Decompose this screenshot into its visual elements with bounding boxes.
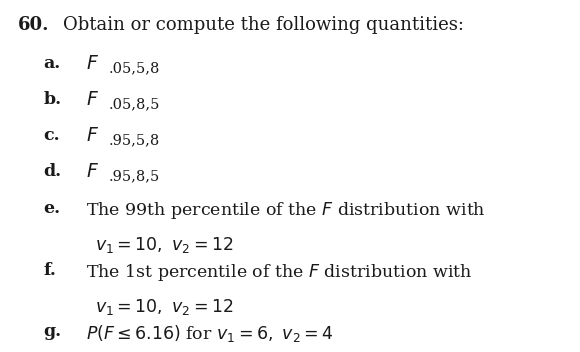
Text: $\mathit{F}$: $\mathit{F}$ bbox=[86, 163, 99, 181]
Text: 60.: 60. bbox=[17, 16, 49, 34]
Text: .95,8,5: .95,8,5 bbox=[109, 170, 160, 184]
Text: $v_1 = 10,\ v_2 = 12$: $v_1 = 10,\ v_2 = 12$ bbox=[95, 235, 233, 256]
Text: b.: b. bbox=[44, 91, 61, 108]
Text: d.: d. bbox=[44, 163, 61, 180]
Text: Obtain or compute the following quantities:: Obtain or compute the following quantiti… bbox=[63, 16, 463, 34]
Text: $\mathit{F}$: $\mathit{F}$ bbox=[86, 127, 99, 145]
Text: c.: c. bbox=[44, 127, 60, 144]
Text: $\mathit{F}$: $\mathit{F}$ bbox=[86, 55, 99, 73]
Text: $v_1 = 10,\ v_2 = 12$: $v_1 = 10,\ v_2 = 12$ bbox=[95, 297, 233, 317]
Text: $\mathit{F}$: $\mathit{F}$ bbox=[86, 91, 99, 109]
Text: The 1st percentile of the $\mathit{F}$ distribution with: The 1st percentile of the $\mathit{F}$ d… bbox=[86, 262, 472, 283]
Text: g.: g. bbox=[44, 323, 61, 340]
Text: .05,8,5: .05,8,5 bbox=[109, 97, 161, 111]
Text: .05,5,8: .05,5,8 bbox=[109, 61, 161, 75]
Text: a.: a. bbox=[44, 55, 61, 71]
Text: e.: e. bbox=[44, 200, 61, 216]
Text: .95,5,8: .95,5,8 bbox=[109, 133, 160, 147]
Text: $P(F \leq 6.16)$ for $v_1 = 6,\ v_2 = 4$: $P(F \leq 6.16)$ for $v_1 = 6,\ v_2 = 4$ bbox=[86, 323, 333, 344]
Text: f.: f. bbox=[44, 262, 56, 278]
Text: The 99th percentile of the $\mathit{F}$ distribution with: The 99th percentile of the $\mathit{F}$ … bbox=[86, 200, 485, 221]
